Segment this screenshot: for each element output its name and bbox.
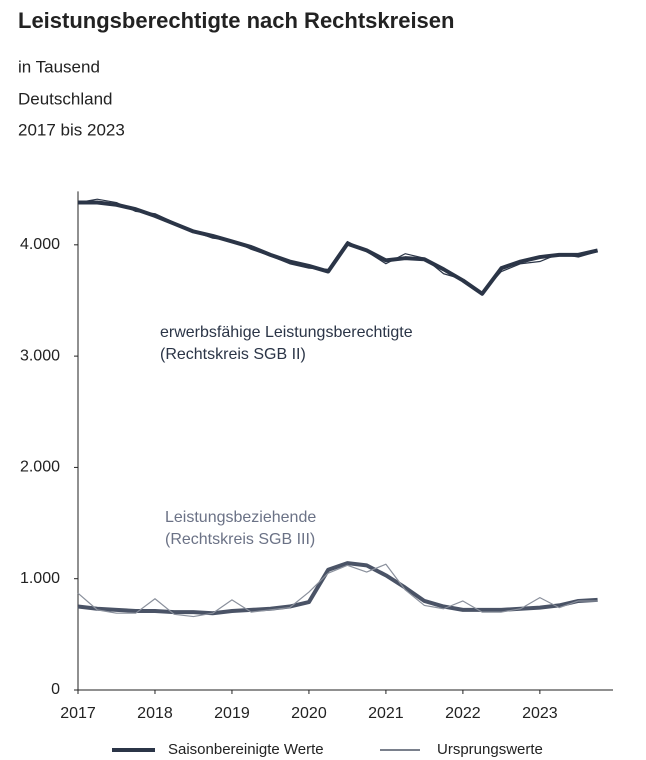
series-line	[77, 198, 598, 294]
series-line	[77, 563, 598, 618]
series-line	[77, 561, 598, 616]
series-line	[78, 200, 599, 296]
legend-label: Saisonbereinigte Werte	[168, 741, 324, 758]
y-tick-label: 0	[51, 681, 60, 698]
chart-title: Leistungsberechtigte nach Rechtskreisen	[18, 8, 454, 33]
annotation: (Rechtskreis SGB III)	[165, 531, 315, 548]
x-tick-label: 2018	[137, 705, 173, 722]
annotation: erwerbsfähige Leistungsberechtigte	[160, 324, 413, 341]
y-tick-label: 1.000	[20, 570, 60, 587]
x-tick-label: 2020	[291, 705, 327, 722]
annotation: (Rechtskreis SGB II)	[160, 346, 306, 363]
x-tick-label: 2023	[522, 705, 558, 722]
subtitle: in Tausend	[18, 57, 100, 76]
x-tick-label: 2022	[445, 705, 481, 722]
y-tick-label: 4.000	[20, 236, 60, 253]
y-tick-label: 3.000	[20, 347, 60, 364]
annotation: Leistungsbeziehende	[165, 509, 316, 526]
x-tick-label: 2021	[368, 705, 404, 722]
x-tick-label: 2017	[60, 705, 96, 722]
subtitle: Deutschland	[18, 89, 113, 108]
legend-label: Ursprungswerte	[437, 741, 543, 758]
y-tick-label: 2.000	[20, 459, 60, 476]
x-tick-label: 2019	[214, 705, 250, 722]
subtitle: 2017 bis 2023	[18, 120, 125, 139]
